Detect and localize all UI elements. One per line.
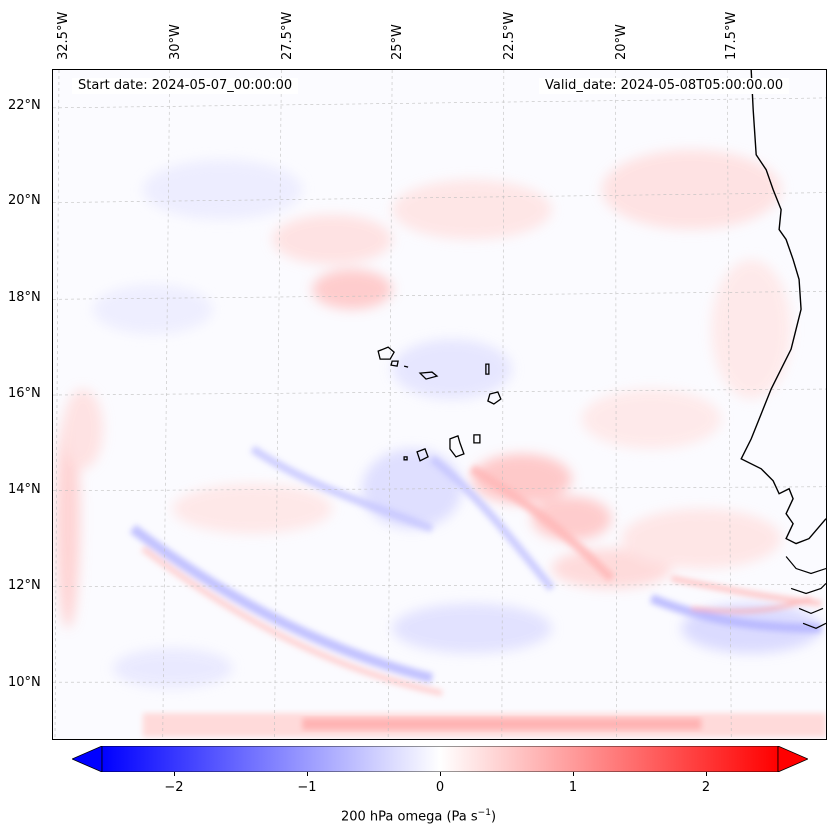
colorbar-gradient [101, 746, 779, 772]
lat-label-18N: 18°N [8, 290, 41, 305]
omega-field-map [53, 70, 826, 739]
lon-label-30W: 30°W [168, 24, 183, 60]
colorbar-tick-label: 2 [701, 780, 711, 795]
lon-label-20W: 20°W [614, 24, 629, 60]
lon-label-17.5W: 17.5°W [724, 11, 739, 60]
colorbar-label: 200 hPa omega (Pa s−1) [340, 808, 497, 825]
lat-label-20N: 20°N [8, 193, 41, 208]
lat-label-14N: 14°N [8, 482, 41, 497]
lat-label-16N: 16°N [8, 386, 41, 401]
map-panel[interactable] [52, 69, 827, 740]
start-date-label: Start date: 2024-05-07_00:00:00 [72, 78, 299, 94]
colorbar-tick-mark [573, 772, 574, 776]
lon-label-32.5W: 32.5°W [56, 11, 71, 60]
colorbar-tick-label: 1 [568, 780, 578, 795]
lon-label-27.5W: 27.5°W [280, 11, 295, 60]
colorbar [72, 746, 808, 772]
colorbar-extend-max [777, 746, 808, 772]
valid-date-label: Valid_date: 2024-05-08T05:00:00.00 [539, 78, 790, 94]
lat-label-10N: 10°N [8, 675, 41, 690]
colorbar-tick-mark [706, 772, 707, 776]
lon-label-22.5W: 22.5°W [502, 11, 517, 60]
colorbar-tick-mark [174, 772, 175, 776]
colorbar-tick-label: 0 [435, 780, 445, 795]
colorbar-tick-mark [440, 772, 441, 776]
colorbar-tick-mark [307, 772, 308, 776]
colorbar-tick-label: −1 [297, 780, 317, 795]
lon-label-25W: 25°W [390, 24, 405, 60]
lat-label-12N: 12°N [8, 578, 41, 593]
colorbar-extend-min [72, 746, 103, 772]
lat-label-22N: 22°N [8, 98, 41, 113]
coastline-africa [740, 70, 826, 545]
colorbar-tick-label: −2 [164, 780, 184, 795]
